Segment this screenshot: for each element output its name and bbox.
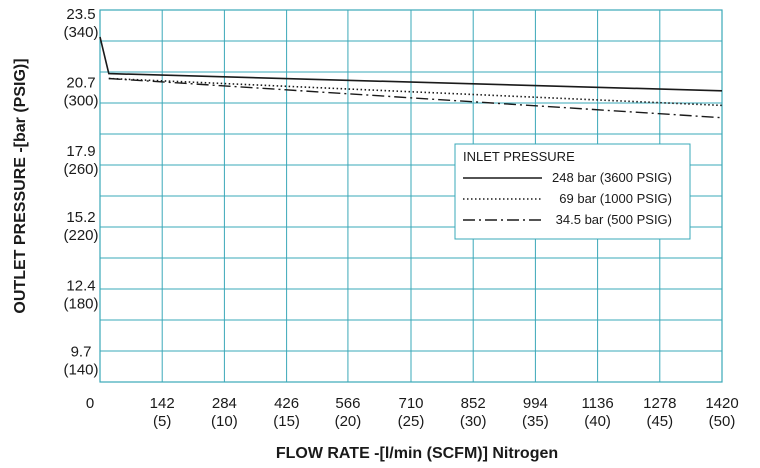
x-tick-label: 566 (335, 395, 360, 412)
x-tick-label: 0 (86, 395, 94, 412)
y-tick-sublabel: (260) (63, 161, 98, 178)
x-tick-sublabel: (25) (398, 413, 425, 430)
y-tick-sublabel: (180) (63, 296, 98, 313)
y-tick-label: 20.7 (66, 75, 95, 92)
legend: INLET PRESSURE 248 bar (3600 PSIG) 69 bar… (454, 143, 691, 240)
x-tick-label: 994 (523, 395, 548, 412)
legend-label: 69 bar (1000 PSIG) (559, 191, 672, 206)
tick-labels: 0 142(5)284(10)426(15)566(20)710(25)852(3… (63, 6, 738, 430)
x-tick-sublabel: (5) (153, 413, 171, 430)
x-tick-sublabel: (40) (584, 413, 611, 430)
x-tick-sublabel: (30) (460, 413, 487, 430)
x-tick-label: 1136 (581, 395, 613, 412)
y-tick-sublabel: (340) (63, 24, 98, 41)
x-tick-label: 1278 (643, 395, 676, 412)
y-tick-sublabel: (220) (63, 227, 98, 244)
y-tick-label: 23.5 (66, 6, 95, 23)
legend-label: 34.5 bar (500 PSIG) (556, 212, 672, 227)
x-tick-label: 852 (461, 395, 486, 412)
legend-box (454, 143, 691, 240)
y-tick-label: 12.4 (66, 278, 95, 295)
x-tick-sublabel: (10) (211, 413, 238, 430)
x-tick-label: 426 (274, 395, 299, 412)
series-lines (99, 36, 723, 119)
y-tick-label: 15.2 (66, 209, 95, 226)
x-tick-label: 1420 (705, 395, 738, 412)
x-tick-label: 710 (398, 395, 423, 412)
x-tick-sublabel: (15) (273, 413, 300, 430)
legend-items: 248 bar (3600 PSIG) 69 bar (1000 PSIG) 34.… (463, 170, 672, 227)
legend-label: 248 bar (3600 PSIG) (552, 170, 672, 185)
x-tick-sublabel: (35) (522, 413, 549, 430)
x-tick-label: 284 (212, 395, 237, 412)
y-tick-sublabel: (300) (63, 93, 98, 110)
series-line-solid (99, 36, 723, 92)
legend-title: INLET PRESSURE (463, 149, 575, 164)
y-axis-title: OUTLET PRESSURE -[bar (PSIG)] (12, 58, 29, 313)
x-tick-sublabel: (20) (335, 413, 362, 430)
y-tick-label: 17.9 (66, 143, 95, 160)
x-tick-label: 142 (150, 395, 175, 412)
x-tick-sublabel: (50) (709, 413, 736, 430)
grid (99, 9, 723, 383)
y-tick-sublabel: (140) (63, 362, 98, 379)
x-axis-title: FLOW RATE -[l/min (SCFM)] Nitrogen (276, 445, 558, 462)
y-tick-label: 9.7 (71, 344, 92, 361)
series-line-dashdot (108, 77, 723, 119)
x-tick-sublabel: (45) (646, 413, 673, 430)
